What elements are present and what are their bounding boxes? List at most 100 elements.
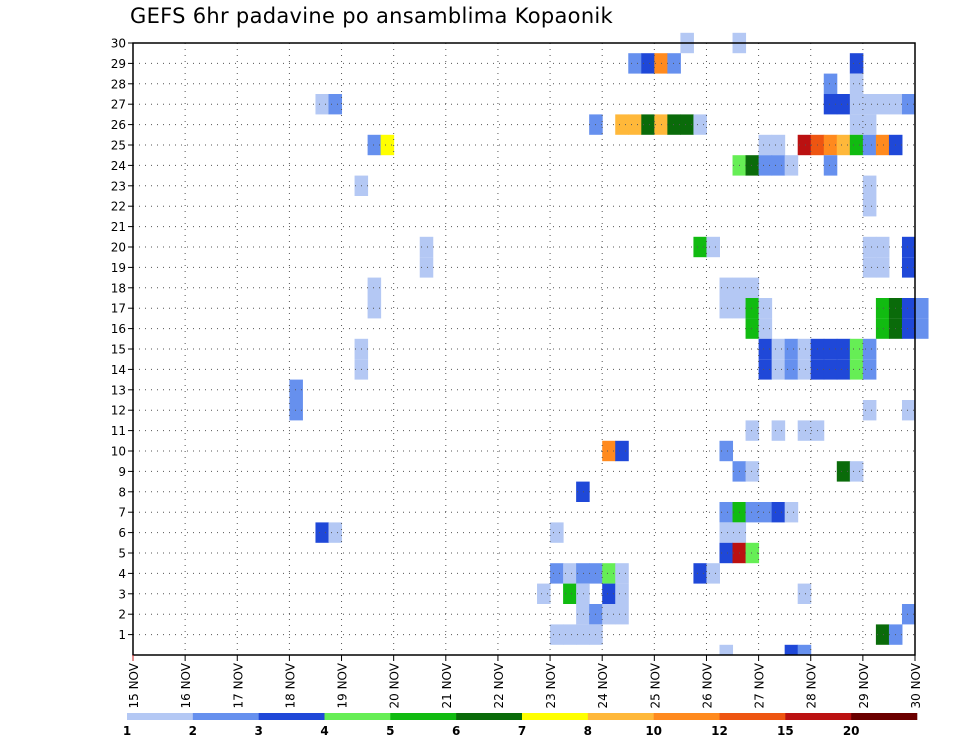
heatmap-cell (328, 94, 343, 115)
heatmap-cell (797, 583, 812, 604)
heatmap-cell (745, 277, 760, 298)
heatmap-cell (784, 155, 799, 176)
heatmap-cell (758, 502, 773, 523)
y-tick-label: 7 (118, 506, 126, 520)
heatmap-cell (862, 114, 877, 135)
colorbar-label: 5 (386, 724, 394, 738)
heatmap-cell (836, 461, 851, 482)
heatmap-cell (602, 563, 616, 584)
x-tick-label: 25 NOV (648, 662, 662, 708)
heatmap-cell (901, 400, 916, 421)
heatmap-cell (615, 604, 629, 625)
heatmap-cell (719, 522, 734, 543)
heatmap-cell (797, 644, 812, 655)
heatmap-cell (849, 114, 864, 135)
heatmap-cell (849, 94, 864, 115)
colorbar-label: 6 (452, 724, 460, 738)
heatmap-cell (367, 134, 382, 156)
heatmap-cell (862, 400, 877, 421)
heatmap-cell (771, 502, 786, 523)
x-tick-label: 17 NOV (231, 662, 245, 708)
heatmap-cell (901, 257, 916, 278)
heatmap-cell (836, 359, 851, 380)
heatmap-cell (719, 502, 734, 523)
heatmap-cell (875, 298, 890, 319)
heatmap-cell (862, 134, 877, 156)
x-tick-label: 23 NOV (544, 662, 558, 708)
y-axis: 1234567891011121314151617181920212223242… (111, 37, 133, 642)
heatmap-cell (771, 134, 786, 156)
x-tick-label: 15 NOV (127, 662, 141, 708)
heatmap-cell (901, 94, 916, 115)
heatmap-cell (758, 338, 773, 360)
x-tick-label: 26 NOV (700, 662, 714, 708)
heatmap-cell (823, 359, 838, 380)
heatmap-cell (758, 134, 773, 156)
y-tick-label: 17 (111, 302, 126, 316)
y-tick-label: 26 (111, 118, 126, 132)
x-tick-label: 24 NOV (596, 662, 610, 708)
y-tick-label: 11 (111, 424, 126, 438)
heatmap-cell (615, 114, 629, 135)
heatmap-cell (849, 359, 864, 380)
heatmap-cell (797, 338, 812, 360)
heatmap-cell (862, 236, 877, 258)
y-tick-label: 4 (118, 567, 126, 581)
heatmap-cell (576, 583, 590, 604)
colorbar-segment (522, 713, 589, 720)
heatmap-cell (550, 624, 564, 645)
x-tick-label: 27 NOV (753, 662, 767, 708)
heatmap-cell (771, 338, 786, 360)
y-tick-label: 19 (111, 261, 126, 275)
colorbar-segment (390, 713, 457, 720)
heatmap-cell (875, 94, 890, 115)
heatmap-cell (915, 298, 929, 319)
heatmap-cell (641, 114, 655, 135)
heatmap-cell (836, 134, 851, 156)
colorbar-label: 20 (843, 724, 860, 738)
heatmap-cell (745, 502, 760, 523)
y-tick-label: 20 (111, 241, 126, 255)
chart-title: GEFS 6hr padavine po ansamblima Kopaonik (130, 4, 614, 28)
heatmap-cell (576, 563, 590, 584)
heatmap-cell (836, 338, 851, 360)
heatmap-cell (602, 604, 616, 625)
heatmap-cell (823, 73, 838, 94)
y-tick-label: 18 (111, 281, 126, 295)
heatmap-cell (419, 257, 434, 278)
colorbar-segment (258, 713, 325, 720)
heatmap-cell (901, 298, 916, 319)
colorbar-segment (653, 713, 720, 720)
heatmap-cell (784, 338, 799, 360)
y-tick-label: 16 (111, 322, 126, 336)
cells-layer (289, 32, 929, 655)
y-tick-label: 1 (118, 628, 126, 642)
heatmap-cell (576, 604, 590, 625)
y-tick-label: 3 (118, 587, 126, 601)
heatmap-cell (289, 379, 303, 400)
colorbar-segment (127, 713, 194, 720)
heatmap-cell (823, 94, 838, 115)
heatmap-cell (615, 583, 629, 604)
grid-layer (133, 42, 915, 655)
y-tick-label: 5 (118, 547, 126, 561)
x-tick-label: 21 NOV (440, 662, 454, 708)
heatmap-cell (693, 236, 707, 258)
heatmap-cell (667, 53, 681, 74)
colorbar-segment (719, 713, 786, 720)
colorbar-label: 4 (320, 724, 328, 738)
x-tick-label: 30 NOV (909, 662, 923, 708)
heatmap-cell (784, 359, 799, 380)
colorbar: 1 2 3 4 5 6 7 8 10 12 15 20 (123, 713, 918, 738)
heatmap-cell (550, 522, 564, 543)
heatmap-cell (380, 134, 395, 156)
colorbar-label: 12 (711, 724, 728, 738)
heatmap-cell (849, 338, 864, 360)
heatmap-cell (563, 583, 577, 604)
heatmap-cell (719, 277, 734, 298)
heatmap-cell (901, 236, 916, 258)
heatmap-cell (367, 277, 382, 298)
colorbar-label: 7 (518, 724, 526, 738)
heatmap-cell (693, 563, 707, 584)
heatmap-cell (576, 624, 590, 645)
